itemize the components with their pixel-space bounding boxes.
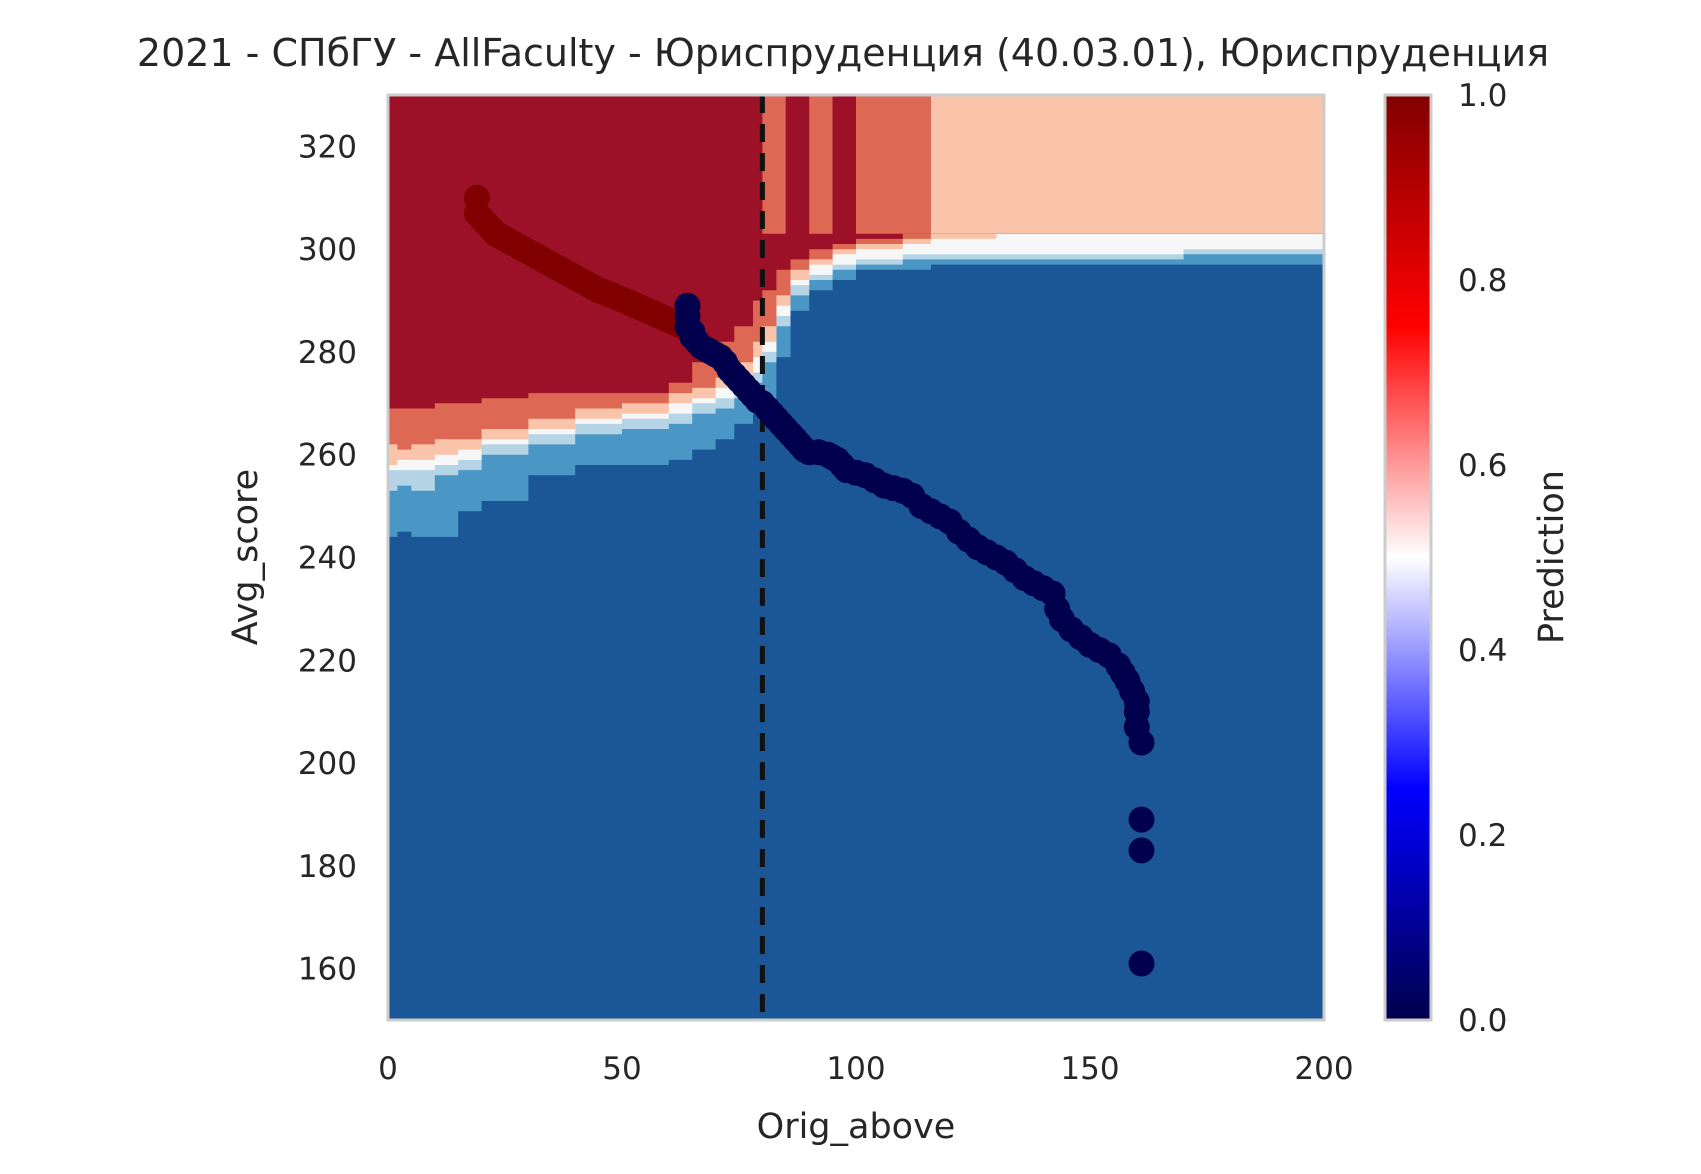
contour-top-band (785, 95, 810, 234)
y-axis-label: Avg_score (226, 469, 266, 645)
contour-top-band (762, 95, 786, 234)
data-point (1128, 806, 1155, 833)
colorbar-tick-label: 1.0 (1458, 78, 1507, 114)
y-tick-label: 280 (298, 335, 357, 371)
plot-frame (386, 93, 1326, 1022)
x-tick-label: 50 (602, 1051, 641, 1087)
colorbar-tick-label: 0.0 (1458, 1003, 1507, 1039)
prediction-contours (388, 95, 1324, 1020)
colorbar-tick-label: 0.8 (1458, 263, 1507, 299)
y-tick-label: 200 (298, 746, 357, 782)
y-tick-label: 220 (298, 643, 357, 679)
data-point (1128, 729, 1155, 756)
x-tick-label: 150 (1060, 1051, 1119, 1087)
y-axis-ticks: 160 180 200 220 240 260 280 300 320 (298, 129, 357, 987)
x-tick-label: 200 (1294, 1051, 1353, 1087)
data-point (1128, 950, 1155, 977)
y-tick-label: 180 (298, 849, 357, 885)
colorbar-label: Prediction (1532, 470, 1572, 644)
x-axis-label: Orig_above (757, 1107, 956, 1147)
y-tick-label: 260 (298, 438, 357, 474)
colorbar-tick-label: 0.6 (1458, 448, 1507, 484)
x-tick-label: 0 (378, 1051, 398, 1087)
colorbar-tick-label: 0.4 (1458, 633, 1507, 669)
contour-top-band (856, 95, 931, 234)
contour-top-band (832, 95, 856, 234)
colorbar-tick-label: 0.2 (1458, 818, 1507, 854)
colorbar (1383, 93, 1433, 1022)
y-tick-label: 300 (298, 232, 357, 268)
data-points (463, 184, 1155, 977)
colorbar-ticks: 0.0 0.2 0.4 0.6 0.8 1.0 (1458, 78, 1507, 1039)
contour-top-band (809, 95, 833, 234)
data-point (1128, 837, 1155, 864)
x-axis-ticks: 0 50 100 150 200 (378, 1051, 1353, 1087)
y-tick-label: 160 (298, 952, 357, 988)
y-tick-label: 240 (298, 541, 357, 577)
x-tick-label: 100 (826, 1051, 885, 1087)
plot-area (388, 95, 1324, 1020)
chart-title: 2021 - СПбГУ - AllFaculty - Юриспруденци… (137, 31, 1549, 75)
contour-top-band (930, 95, 1324, 234)
y-tick-label: 320 (298, 129, 357, 165)
